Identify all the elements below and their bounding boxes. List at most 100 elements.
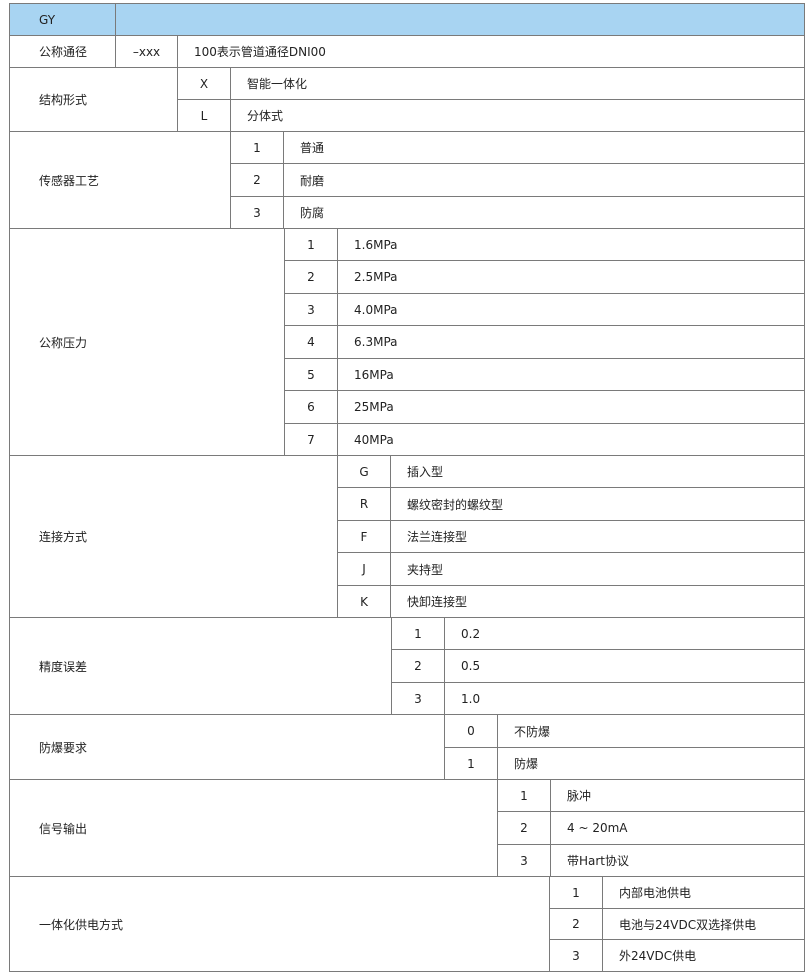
header-code-cell: GY [9, 3, 116, 36]
option-text: 内部电池供电 [602, 876, 805, 909]
option-code-text: 3 [572, 948, 580, 963]
option-text-text: 16MPa [354, 367, 394, 382]
section-label: 结构形式 [9, 67, 178, 132]
option-code-text: L [200, 108, 208, 123]
option-text-text: 插入型 [407, 465, 444, 479]
option-code: F [337, 520, 391, 553]
option-code: R [337, 487, 391, 521]
option-text-text: 防爆 [514, 757, 539, 771]
option-text: 脉冲 [550, 779, 805, 812]
option-code-text: K [360, 594, 368, 609]
option-text: 夹持型 [390, 552, 805, 586]
option-code-text: J [362, 562, 366, 576]
option-code: X [177, 67, 231, 100]
option-code-text: F [360, 529, 368, 544]
option-text-text: 防腐 [300, 206, 325, 220]
option-text-text: 智能一体化 [247, 77, 308, 91]
option-code-text: 1 [307, 237, 315, 252]
option-code-text: 3 [520, 853, 528, 868]
section-label-text: 精度误差 [39, 659, 88, 674]
option-code: 3 [230, 196, 284, 229]
option-text: 法兰连接型 [390, 520, 805, 553]
option-code-text: 1 [572, 885, 580, 900]
option-code-text: 1 [253, 140, 261, 155]
option-text: 防腐 [283, 196, 805, 229]
option-text: 不防爆 [497, 714, 805, 748]
option-code-text: 3 [414, 691, 422, 706]
section-label-text: 信号输出 [39, 821, 88, 836]
option-text: 4 ~ 20mA [550, 811, 805, 845]
option-text: 4.0MPa [337, 293, 805, 326]
header-code-cell-text: GY [39, 12, 56, 27]
section-label-text: 公称压力 [39, 335, 88, 350]
option-text: 1.6MPa [337, 228, 805, 261]
option-text-text: 带Hart协议 [567, 854, 630, 868]
nominal-diameter-label-text: 公称通径 [39, 45, 88, 59]
option-text: 16MPa [337, 358, 805, 391]
option-code-text: G [359, 464, 369, 479]
option-code: J [337, 552, 391, 586]
option-code: 2 [549, 908, 603, 940]
nominal-diameter-description-text: 100表示管道通径DNI00 [194, 45, 326, 59]
nominal-diameter-code: –xxx [115, 35, 178, 68]
option-code: 1 [497, 779, 551, 812]
option-code: 0 [444, 714, 498, 748]
option-text-text: 夹持型 [407, 562, 444, 577]
option-text: 带Hart协议 [550, 844, 805, 877]
option-code: 1 [284, 228, 338, 261]
option-text-text: 螺纹密封的螺纹型 [407, 497, 504, 512]
option-code: 1 [549, 876, 603, 909]
option-text-text: 4 ~ 20mA [567, 821, 628, 835]
option-text: 插入型 [390, 455, 805, 488]
option-code: 7 [284, 423, 338, 456]
section-label-text: 一体化供电方式 [39, 917, 124, 932]
option-text: 6.3MPa [337, 325, 805, 359]
option-text-text: 40MPa [354, 432, 394, 447]
option-code: 2 [230, 163, 284, 197]
option-text: 智能一体化 [230, 67, 805, 100]
option-text-text: 1.0 [461, 691, 481, 706]
option-text: 电池与24VDC双选择供电 [602, 908, 805, 940]
section-label-text: 传感器工艺 [39, 173, 100, 188]
option-code-text: 2 [520, 821, 528, 835]
option-text: 快卸连接型 [390, 585, 805, 618]
section-label: 连接方式 [9, 455, 338, 618]
header-blank-cell [115, 3, 805, 36]
option-code-text: 3 [307, 302, 315, 317]
option-text-text: 1.6MPa [354, 237, 398, 252]
option-code-text: 2 [253, 173, 261, 187]
option-code-text: 7 [307, 432, 315, 447]
section-label: 精度误差 [9, 617, 392, 715]
option-code: 2 [391, 649, 445, 683]
nominal-diameter-label: 公称通径 [9, 35, 116, 68]
option-text-text: 法兰连接型 [407, 530, 468, 544]
option-text-text: 0.5 [461, 659, 481, 673]
nominal-diameter-code-text: –xxx [132, 44, 161, 59]
option-code: 1 [391, 617, 445, 650]
option-text-text: 耐磨 [300, 173, 325, 188]
option-text: 普通 [283, 131, 805, 164]
option-code: 2 [284, 260, 338, 294]
option-text: 螺纹密封的螺纹型 [390, 487, 805, 521]
nominal-diameter-description: 100表示管道通径DNI00 [177, 35, 805, 68]
option-text-text: 0.2 [461, 626, 481, 641]
option-code-text: X [199, 76, 209, 91]
option-code-text: 1 [467, 756, 475, 771]
option-text: 防爆 [497, 747, 805, 780]
section-label: 传感器工艺 [9, 131, 231, 229]
option-text: 外24VDC供电 [602, 939, 805, 972]
section-label-text: 防爆要求 [39, 740, 88, 755]
option-text-text: 脉冲 [567, 789, 592, 803]
section-label: 公称压力 [9, 228, 285, 456]
option-code: 1 [444, 747, 498, 780]
option-text: 1.0 [444, 682, 805, 715]
option-text: 0.2 [444, 617, 805, 650]
option-text-text: 普通 [300, 141, 325, 155]
option-code-text: 2 [572, 917, 580, 931]
option-code: 3 [549, 939, 603, 972]
option-text: 25MPa [337, 390, 805, 424]
option-code-text: 4 [307, 335, 315, 349]
option-text-text: 不防爆 [514, 724, 551, 739]
option-text-text: 6.3MPa [354, 335, 398, 349]
option-code-text: 5 [307, 367, 315, 382]
